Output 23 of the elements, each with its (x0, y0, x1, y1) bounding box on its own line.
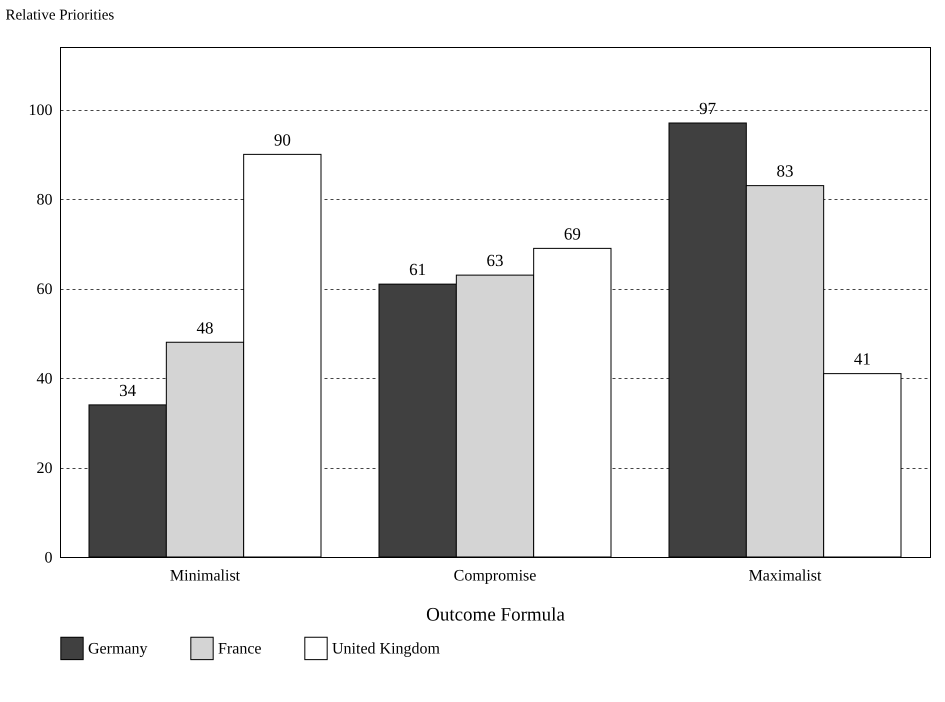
data-label: 41 (854, 350, 871, 369)
y-tick-label: 40 (36, 370, 52, 388)
y-tick-label: 0 (44, 550, 52, 566)
data-label: 61 (409, 260, 426, 280)
x-axis-title: Outcome Formula (426, 604, 566, 626)
legend-label: France (218, 640, 262, 658)
data-label: 69 (564, 224, 581, 244)
legend-label: United Kingdom (332, 640, 441, 658)
y-tick-label: 100 (28, 102, 52, 120)
y-tick-label: 60 (36, 281, 52, 298)
legend-label: Germany (88, 640, 148, 658)
data-label: 34 (119, 380, 137, 400)
y-tick-label: 20 (36, 460, 52, 478)
x-tick-label: Minimalist (170, 568, 241, 584)
y-axis-title: Relative Priorities (6, 8, 114, 24)
data-label: 97 (699, 99, 717, 118)
y-tick-label: 80 (36, 192, 52, 209)
x-tick-label: Compromise (454, 568, 536, 584)
data-label: 90 (274, 130, 291, 150)
x-tick-label: Maximalist (748, 568, 822, 584)
data-label: 48 (196, 318, 214, 338)
data-label: 83 (776, 162, 794, 181)
data-label: 63 (486, 251, 504, 270)
